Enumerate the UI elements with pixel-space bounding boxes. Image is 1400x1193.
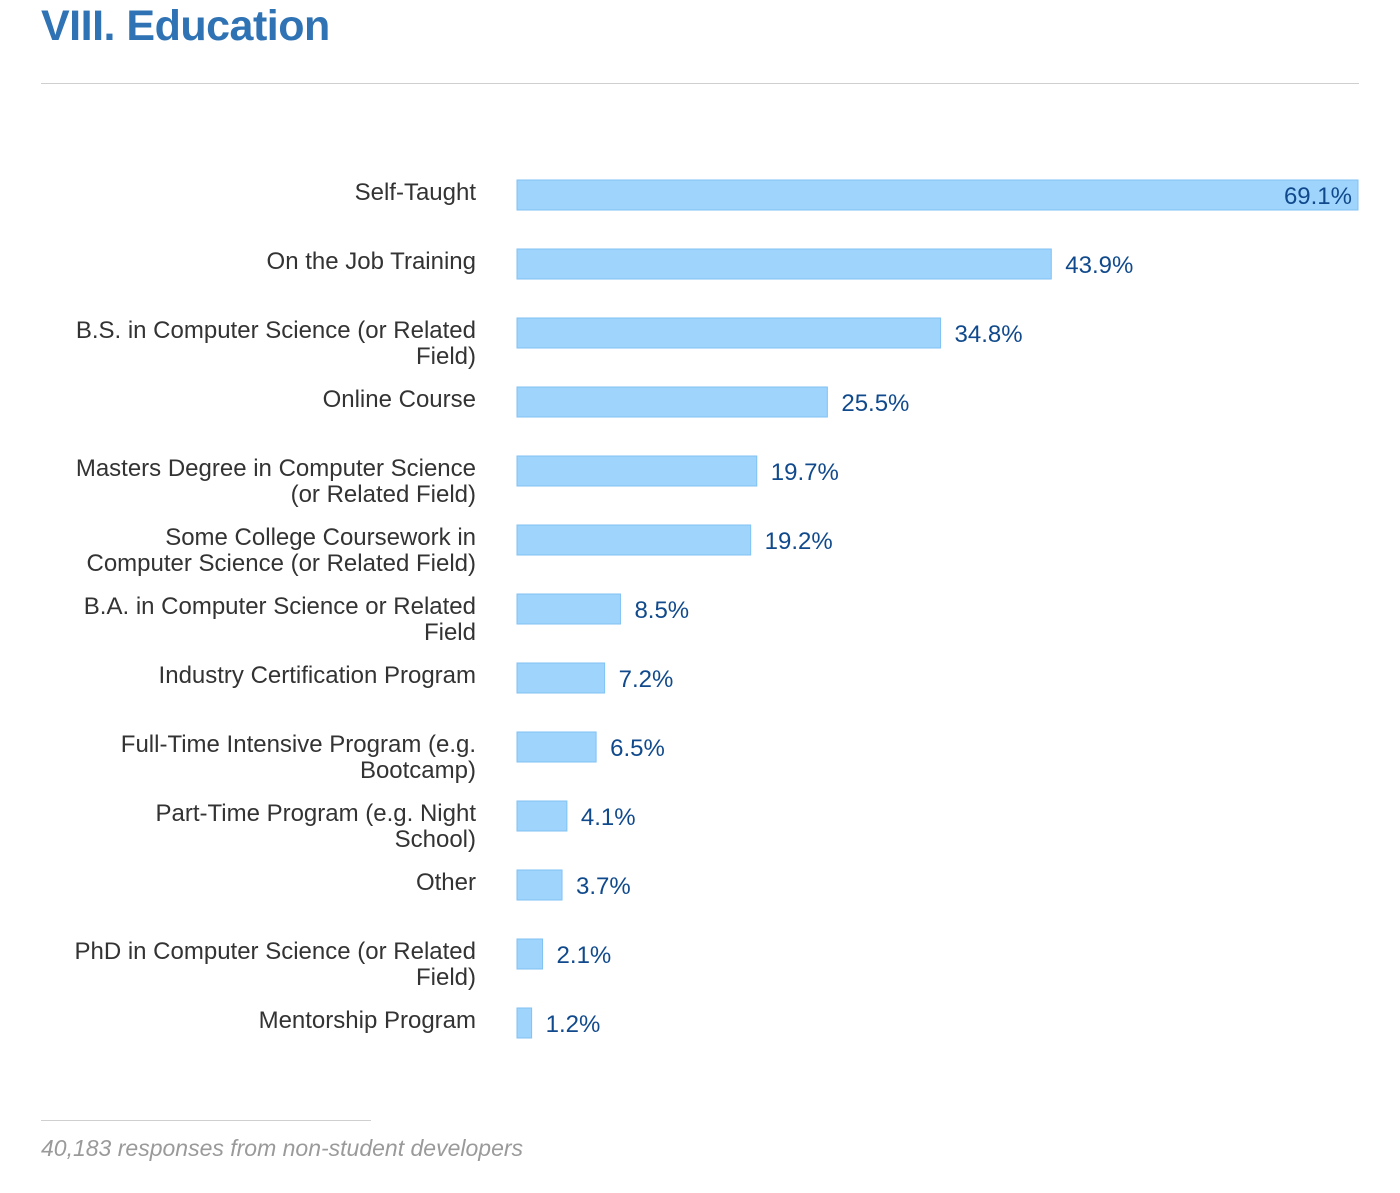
category-label-10: Other (416, 869, 476, 896)
bar-9 (516, 800, 568, 832)
bar-11 (516, 938, 544, 970)
category-label-5: Some College Coursework in Computer Scien… (87, 524, 477, 577)
category-label-4: Masters Degree in Computer Science (or Re… (76, 455, 476, 508)
value-label-1: 43.9% (1065, 252, 1133, 279)
footnote-divider (41, 1120, 371, 1121)
value-label-5: 19.2% (765, 528, 833, 555)
bar-0 (516, 179, 1359, 211)
value-label-10: 3.7% (576, 873, 631, 900)
bar-2 (516, 317, 942, 349)
bar-7 (516, 662, 606, 694)
category-label-3: Online Course (323, 386, 476, 413)
category-label-7: Industry Certification Program (159, 662, 476, 689)
value-label-4: 19.7% (771, 459, 839, 486)
category-label-11: PhD in Computer Science (or Related Field… (74, 938, 476, 991)
page-title: VIII. Education (41, 2, 330, 50)
footnote: 40,183 responses from non-student develo… (41, 1135, 524, 1161)
bar-1 (516, 248, 1052, 280)
value-label-8: 6.5% (610, 735, 665, 762)
value-label-9: 4.1% (581, 804, 636, 831)
value-label-2: 34.8% (955, 321, 1023, 348)
bar-5 (516, 524, 752, 556)
bar-10 (516, 869, 563, 901)
category-label-2: B.S. in Computer Science (or Related Fiel… (76, 317, 476, 370)
value-label-7: 7.2% (619, 666, 674, 693)
bar-8 (516, 731, 597, 763)
value-label-3: 25.5% (841, 390, 909, 417)
bar-12 (516, 1007, 533, 1039)
bar-3 (516, 386, 828, 418)
category-label-8: Full-Time Intensive Program (e.g. Bootcam… (121, 731, 476, 784)
category-label-0: Self-Taught (355, 179, 477, 206)
category-label-1: On the Job Training (267, 248, 476, 275)
value-label-11: 2.1% (557, 942, 612, 969)
bar-6 (516, 593, 621, 625)
category-label-6: B.A. in Computer Science or Related Field (84, 593, 476, 646)
value-label-0: 69.1% (1284, 183, 1352, 210)
category-label-12: Mentorship Program (259, 1007, 476, 1034)
category-label-9: Part-Time Program (e.g. Night School) (155, 800, 476, 853)
value-label-12: 1.2% (546, 1011, 601, 1038)
bar-4 (516, 455, 758, 487)
title-divider (41, 83, 1359, 84)
value-label-6: 8.5% (634, 597, 689, 624)
